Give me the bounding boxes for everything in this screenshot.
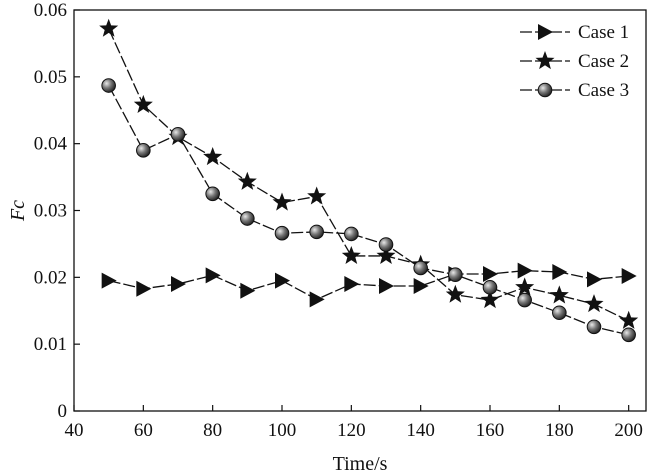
legend-item: Case 3 [520,80,629,101]
data-point [133,94,153,113]
x-tick-label: 140 [406,420,435,441]
legend-label: Case 2 [578,51,629,72]
legend: Case 1 Case 2 Case 3 [520,22,629,101]
data-point [621,327,636,343]
data-point [203,147,223,166]
y-tick-label: 0.06 [34,0,67,21]
data-point [309,291,325,308]
legend-item: Case 1 [520,22,629,43]
y-tick-label: 0 [58,401,68,422]
data-point [170,127,186,142]
data-point [515,277,535,296]
y-tick-label: 0.02 [34,267,67,288]
data-point [413,260,428,276]
series-line [108,85,629,336]
data-point [483,265,498,282]
series-line [108,269,629,301]
series-layer [99,18,639,343]
data-point [205,186,220,202]
y-axis-title: Fc [7,200,29,222]
x-tick-label: 100 [268,420,297,441]
data-point [517,292,532,308]
data-point [549,285,569,304]
legend-marker [537,82,553,98]
x-axis: 40 60 80 100 120 140 160 180 200 [65,405,643,441]
data-point [480,290,500,309]
data-point [240,282,256,299]
data-point [621,267,637,284]
data-point [136,280,152,297]
data-point [552,305,567,321]
x-tick-label: 60 [134,420,153,441]
data-point [586,319,602,335]
data-point [344,226,359,242]
data-point [379,278,394,295]
data-point [587,271,602,288]
x-tick-label: 160 [476,420,505,441]
x-tick-label: 80 [203,420,222,441]
y-axis: 0 0.01 0.02 0.03 0.04 0.05 0.06 [34,0,80,422]
data-point [237,171,257,190]
plot-frame [73,9,647,412]
y-tick-label: 0.05 [34,67,67,88]
data-point [445,284,465,303]
y-tick-label: 0.04 [34,134,68,155]
data-point [517,262,533,279]
data-point [205,267,221,284]
data-point [101,78,116,93]
series-1 [101,262,637,308]
data-point [376,245,396,265]
data-point [552,263,568,280]
legend-label: Case 1 [578,22,629,43]
data-point [619,310,639,329]
data-point [413,278,429,295]
data-point [309,224,324,240]
data-point [272,192,292,211]
legend-item: Case 2 [520,51,629,72]
y-tick-label: 0.01 [34,334,67,355]
data-point [482,280,498,295]
x-axis-title: Time/s [333,453,388,475]
data-point [136,143,151,158]
plot-border [73,9,647,412]
x-tick-label: 40 [65,420,84,441]
x-tick-label: 200 [614,420,643,441]
y-tick-label: 0.03 [34,201,67,222]
data-point [307,186,327,205]
data-point [101,272,117,289]
legend-marker [535,51,555,70]
data-point [378,237,394,252]
series-line [108,28,629,322]
data-point [448,267,463,282]
data-point [240,211,255,226]
x-tick-label: 180 [545,420,574,441]
data-point [275,272,290,289]
data-point [171,276,186,293]
data-point [344,276,360,293]
data-point [274,225,290,241]
data-point [99,18,119,37]
data-point [341,245,361,265]
legend-label: Case 3 [578,80,629,101]
legend-marker [538,24,553,40]
x-tick-label: 120 [337,420,366,441]
data-point [584,294,604,313]
series-3 [101,78,636,343]
